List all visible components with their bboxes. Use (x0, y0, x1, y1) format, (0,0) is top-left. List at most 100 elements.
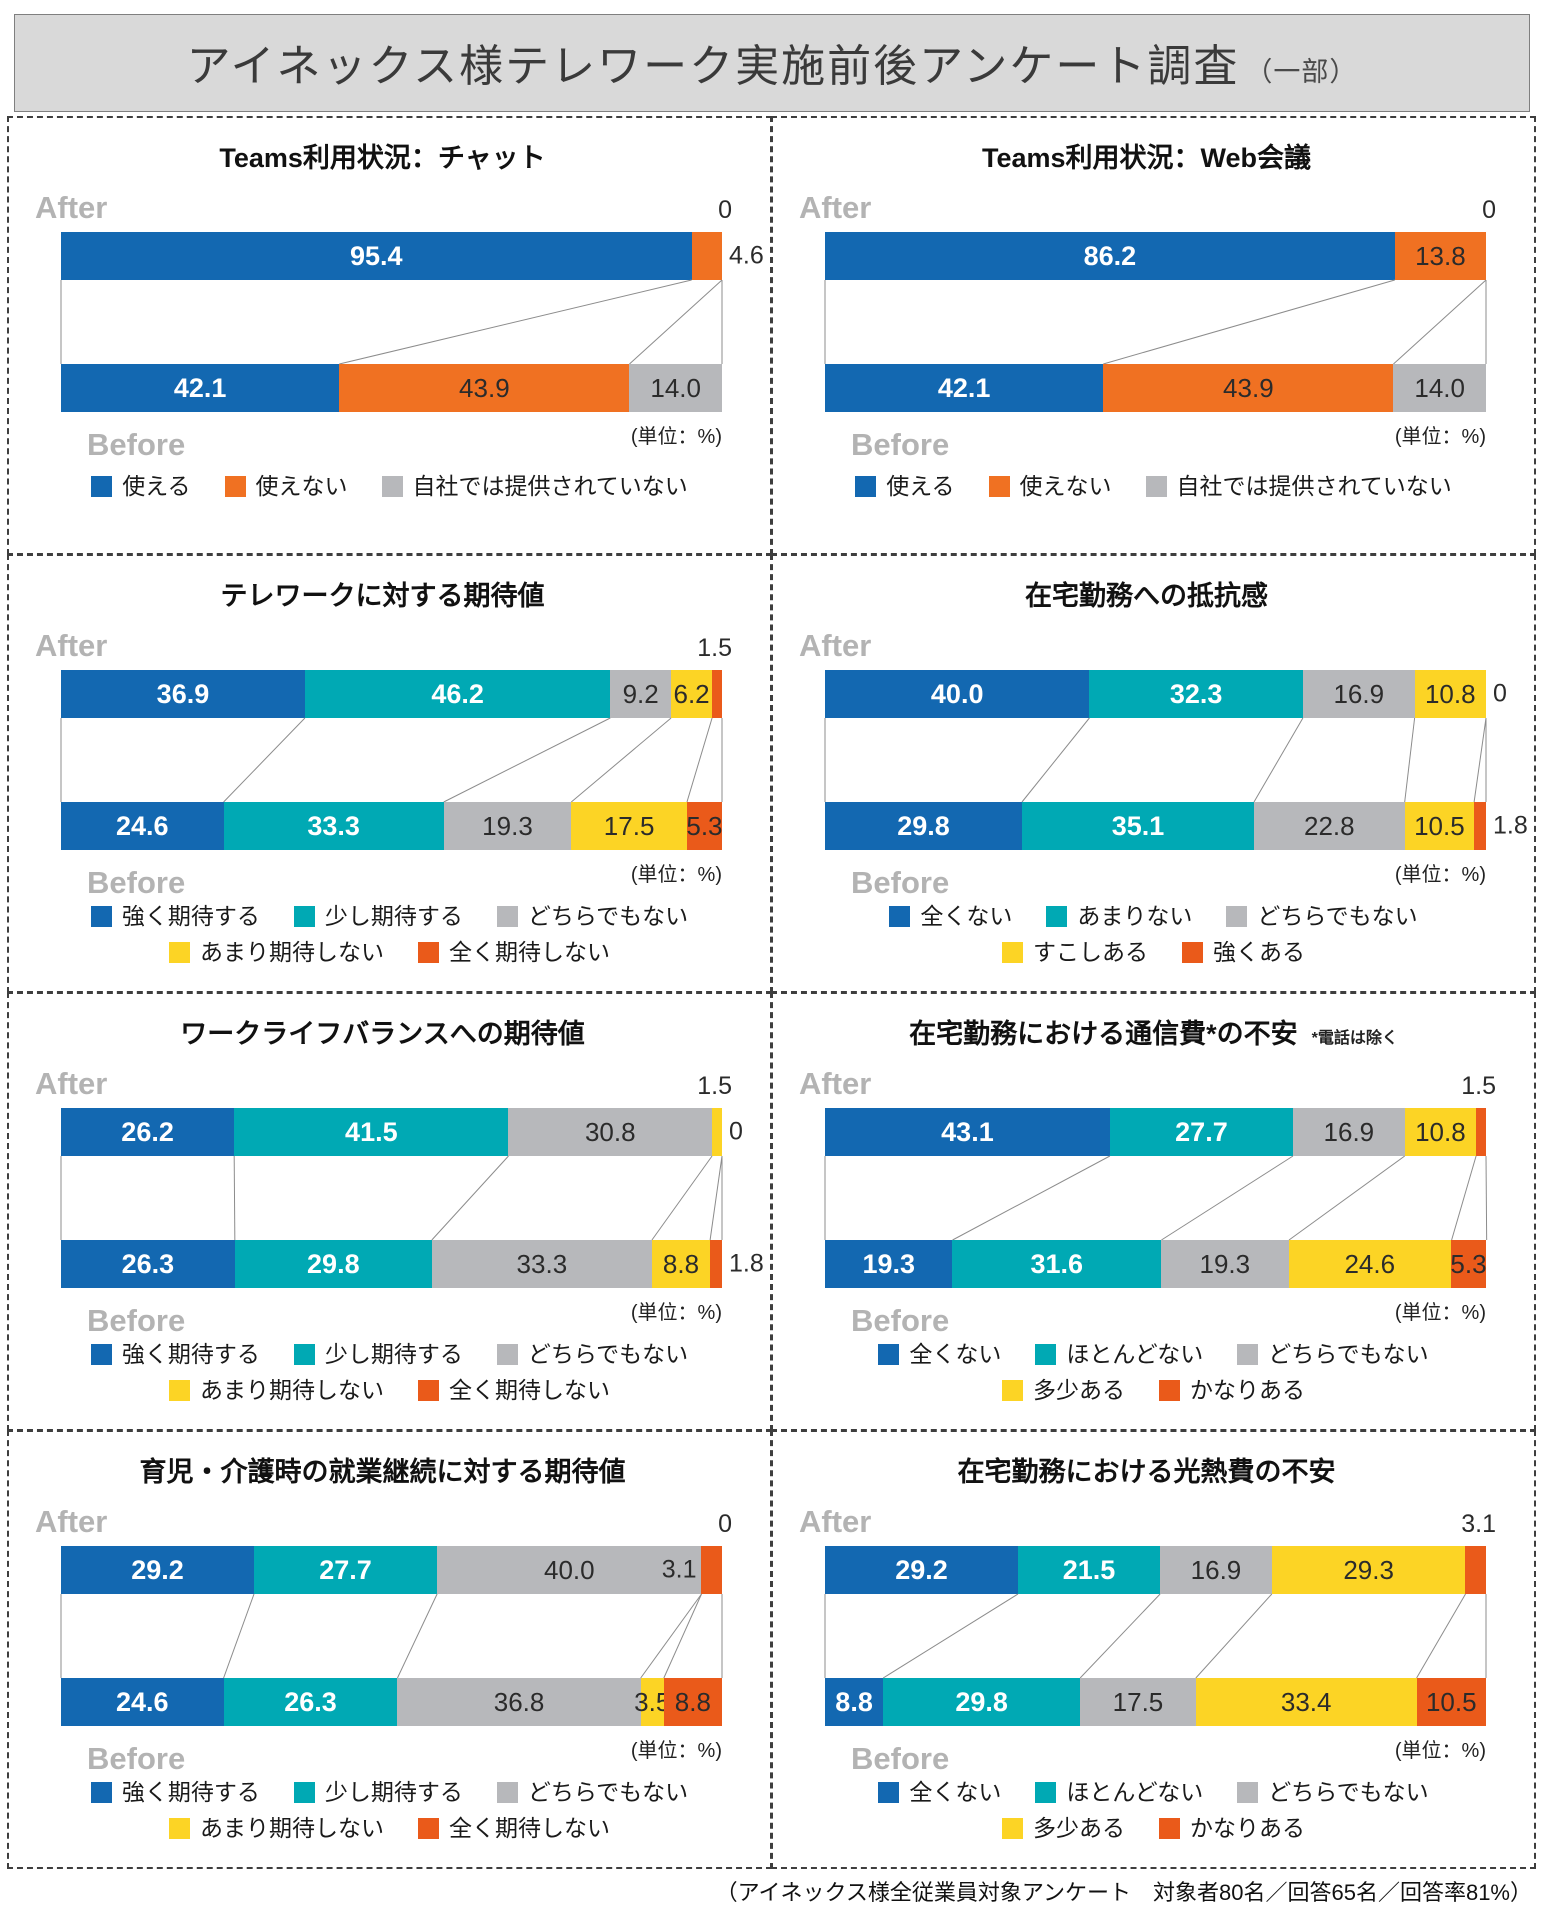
bar-segment: 27.7 (254, 1546, 438, 1594)
legend-label: 使えない (255, 473, 348, 499)
panel-title: ワークライフバランスへの期待値 (9, 1016, 770, 1057)
bar-segment: 10.8 (1414, 670, 1486, 718)
legend: 使える 使えない 自社では提供されていない (773, 472, 1534, 500)
after-label: After (35, 628, 108, 663)
legend-swatch (889, 905, 911, 927)
legend-label: 全く期待しない (449, 1377, 610, 1403)
bar-segment (1474, 802, 1486, 850)
legend-label: 使える (122, 473, 191, 499)
legend: 全くない ほとんどない どちらでもない 多少ある かなりある (773, 1778, 1534, 1842)
after-bar: 26.2 41.5 30.8 1.5 0 (61, 1072, 743, 1156)
bar-segment: 43.1 (825, 1108, 1110, 1156)
segment-value: 8.8 (674, 1686, 711, 1717)
panel-title: Teams利用状況：Web会議 (773, 140, 1534, 181)
segment-value: 33.3 (307, 810, 360, 841)
legend-row: 多少ある かなりある (773, 1814, 1534, 1842)
unit-label: (単位：%) (1394, 426, 1486, 448)
legend-label: どちらでもない (1268, 1341, 1429, 1367)
segment-value: 35.1 (1111, 810, 1165, 841)
connector-lines (825, 280, 1486, 364)
legend-swatch (90, 905, 112, 927)
legend: 使える 使えない 自社では提供されていない (9, 472, 770, 500)
connector-lines (825, 1594, 1486, 1678)
legend: 全くない あまりない どちらでもない すこしある 強くある (773, 902, 1534, 966)
bar-segment (712, 1108, 722, 1156)
legend-item: 強く期待する (90, 902, 260, 930)
segment-value: 46.2 (431, 678, 484, 709)
bar-segment: 29.3 (1271, 1546, 1466, 1594)
legend: 強く期待する 少し期待する どちらでもない あまり期待しない 全く期待しない (9, 1778, 770, 1842)
segment-value: 36.9 (156, 678, 210, 709)
segment-value: 32.3 (1169, 678, 1223, 709)
bar-segment (1476, 1108, 1486, 1156)
legend-item: 全くない (878, 1340, 1001, 1368)
bar-segment: 3.1 (662, 1546, 722, 1594)
legend-item: 強くある (1182, 938, 1305, 966)
panel-title: 在宅勤務における光熱費の不安 (773, 1454, 1534, 1495)
legend-swatch (293, 905, 315, 927)
legend-label: 多少ある (1033, 1377, 1125, 1403)
segment-value: 30.8 (584, 1116, 636, 1147)
survey-panel: ワークライフバランスへの期待値 After 26.2 41.5 30.8 1.5 0 B… (7, 992, 772, 1431)
legend-label: ほとんどない (1066, 1779, 1204, 1805)
legend-item: 全く期待しない (418, 1376, 610, 1404)
unit-label: (単位：%) (630, 864, 722, 886)
legend-label: 自社では提供されていない (412, 473, 688, 499)
legend-item: 使える (855, 472, 955, 500)
segment-value: 29.2 (895, 1554, 948, 1585)
legend-swatch (1145, 475, 1167, 497)
segment-value: 40.0 (930, 678, 984, 709)
before-after-bar-chart: After 26.2 41.5 30.8 1.5 0 Before 26.3 29.8 33… (9, 1066, 770, 1338)
bar-segment: 30.8 (508, 1108, 713, 1156)
legend-label: 全くない (909, 1341, 1002, 1367)
bar-segment: 21.5 (1018, 1546, 1161, 1594)
segment-value: 19.3 (482, 810, 533, 841)
after-label: After (35, 1066, 108, 1101)
bar-segment: 33.3 (223, 802, 444, 850)
legend-label: 少し期待する (324, 1341, 463, 1367)
bar-segment: 32.3 (1089, 670, 1303, 718)
legend-label: どちらでもない (527, 903, 689, 929)
segment-value: 0 (729, 1117, 743, 1146)
bar-segment: 40.0 (825, 670, 1090, 718)
before-label: Before (87, 1303, 186, 1338)
segment-value: 17.5 (1112, 1686, 1164, 1717)
segment-value: 14.0 (650, 372, 701, 403)
segment-value: 21.5 (1062, 1554, 1116, 1585)
legend-label: あまりない (1077, 903, 1193, 929)
connector-lines (61, 1156, 722, 1240)
legend-swatch (169, 1379, 190, 1401)
survey-panel: 在宅勤務における通信費*の不安 *電話は除く After 43.1 27.7 16.9… (771, 992, 1536, 1431)
bar-segment: 16.9 (1160, 1546, 1272, 1594)
legend-swatch (224, 475, 246, 497)
legend-swatch (1237, 1343, 1259, 1365)
segment-value: 19.3 (1199, 1248, 1251, 1279)
segment-value: 26.3 (121, 1248, 175, 1279)
before-label: Before (851, 1303, 950, 1338)
bar-segment: 5.3 (1450, 1240, 1487, 1288)
segment-value: 1.5 (1461, 1072, 1496, 1100)
before-label: Before (87, 1741, 186, 1776)
bar-segment: 8.8 (663, 1678, 722, 1726)
legend-label: 強く期待する (121, 1779, 260, 1805)
before-bar: 29.8 35.1 22.8 10.5 1.8 (825, 802, 1528, 850)
legend-item: すこしある (1002, 938, 1148, 966)
legend-swatch (1035, 1343, 1057, 1365)
legend-label: 強くある (1213, 939, 1305, 965)
connector-area: Before (61, 718, 722, 900)
panel-title-text: Teams利用状況：Web会議 (981, 143, 1312, 173)
panel-title: 在宅勤務における通信費*の不安 *電話は除く (773, 1016, 1534, 1057)
legend-item: 少し期待する (293, 902, 463, 930)
segment-value: 9.2 (622, 678, 659, 709)
legend-label: かなりある (1190, 1815, 1305, 1841)
legend-swatch (878, 1343, 900, 1365)
segment-value: 43.9 (1223, 372, 1274, 403)
legend-item: 強く期待する (90, 1340, 260, 1368)
bar-segment: 26.2 (61, 1108, 235, 1156)
legend-item: あまり期待しない (169, 1814, 384, 1842)
connector-lines (61, 280, 722, 364)
segment-value: 26.3 (284, 1686, 337, 1717)
bar-segment: 8.8 (651, 1240, 711, 1288)
bar-segment: 41.5 (234, 1108, 509, 1156)
bar-segment: 14.0 (1393, 364, 1486, 412)
